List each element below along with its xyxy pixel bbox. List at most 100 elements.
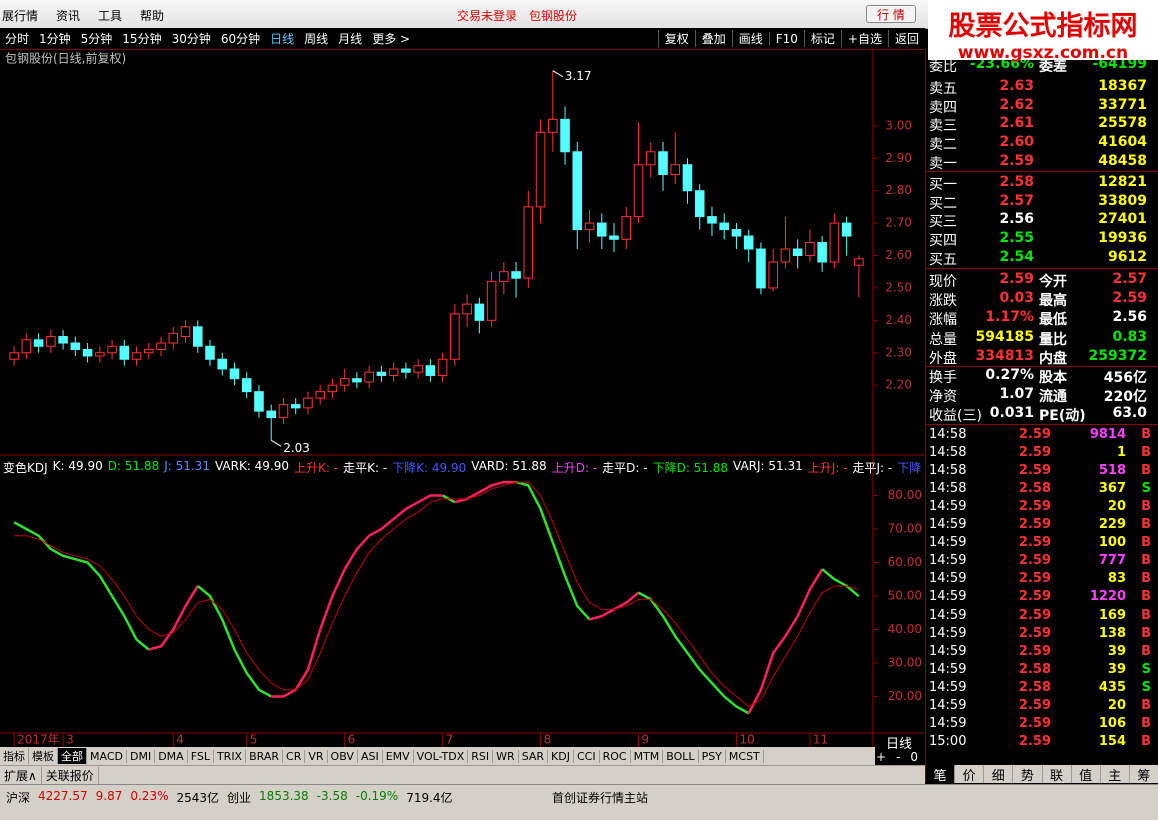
tool-button[interactable]: +自选 [840,30,888,47]
cell: S [1141,481,1151,497]
index-item: 9.87 [95,789,123,803]
indicator-tab[interactable]: KDJ [548,749,574,763]
indicator-tab[interactable]: VOL-TDX [414,749,469,763]
min-label: 2.03 [283,441,310,455]
separator [926,268,1158,269]
indicator-tab[interactable]: SAR [519,749,549,763]
zoom-control[interactable]: + [876,750,887,764]
cell: 2.62 [999,96,1034,113]
indicator-tab[interactable]: WR [493,749,519,763]
indicator-tab[interactable]: FSL [188,749,214,763]
cell: 14:59 [929,553,967,569]
period-bar: 分时 1分钟 5分钟 15分钟 30分钟 60分钟 日线 周线 月线 更多 > 复权 叠加 画线 F10 标… [0,28,925,50]
period-tab[interactable]: 1分钟 [39,32,71,46]
max-label: 3.17 [565,69,592,83]
candle-body [768,261,778,289]
legend-item: D: 51.88 [107,459,160,473]
candle-body [694,190,705,218]
indicator-tab[interactable]: 指标 [0,748,29,764]
period-tab[interactable]: 更多 > [372,32,411,46]
indicator-tab[interactable]: MACD [87,749,127,763]
menu-item[interactable]: 资讯 [56,9,81,23]
cell: 518 [1098,463,1126,479]
indicator-tab[interactable]: BRAR [246,749,284,763]
cell: 2.59 [1018,427,1051,442]
period-tab[interactable]: 60分钟 [220,32,261,46]
indicator-tab[interactable]: VR [305,749,328,763]
cell: 2.58 [999,174,1034,190]
cell: 2.54 [999,248,1034,265]
candle-body [303,397,313,409]
extend-tab[interactable]: 关联报价 [42,766,99,784]
cell: 最低 [1039,312,1067,329]
indicator-tab[interactable]: PSY [699,749,726,763]
menu-item[interactable]: 展行情 [2,9,39,23]
tool-button[interactable]: 标记 [803,30,841,47]
candle-body [241,378,252,393]
indicator-tab[interactable]: TRIX [214,749,247,763]
indicator-tab[interactable]: RSI [468,749,494,763]
cell: 买三 [929,214,957,231]
period-tab[interactable]: 月线 [338,32,363,46]
detail-tab[interactable]: 细 [984,765,1014,784]
period-tab[interactable]: 周线 [304,32,329,46]
quote-button[interactable]: 行 情 [866,5,916,23]
cell: B [1141,445,1151,461]
cell: 卖四 [929,99,957,116]
period-tab[interactable]: 日线 [270,32,295,46]
detail-tab[interactable]: 主 [1101,765,1130,784]
indicator-tab[interactable]: 模板 [29,748,58,764]
cell: 买五 [929,251,957,268]
indicator-tab[interactable]: OBV [328,749,358,763]
indicator-tab[interactable]: ASI [358,749,383,763]
indicator-tab[interactable]: EMV [383,749,414,763]
tool-button[interactable]: 复权 [657,30,695,47]
watermark-url: www.gsxz.com.cn [957,43,1129,63]
extend-tab[interactable]: 扩展∧ [0,766,42,784]
legend-item: 下降K: 49.90 [392,461,467,475]
index-item: 4227.57 [38,789,88,803]
candle-body [645,151,656,166]
tool-button[interactable]: 画线 [731,30,769,47]
menu-item[interactable]: 工具 [98,9,123,23]
cell: 777 [1098,553,1126,569]
cell: 14:58 [929,463,967,479]
detail-tab[interactable]: 笔 [926,765,956,784]
indicator-tab[interactable]: ROC [600,749,631,763]
cell: 流通 [1039,389,1067,406]
tool-button[interactable]: 叠加 [694,30,732,47]
indicator-tab[interactable]: CR [283,749,306,763]
candle-body [315,391,325,399]
indicator-tab[interactable]: DMA [155,749,188,763]
detail-tab[interactable]: 联 [1043,765,1072,784]
indicator-tab[interactable]: MTM [631,749,664,763]
cell: B [1141,643,1151,659]
detail-tab[interactable]: 势 [1013,765,1043,784]
tool-button[interactable]: 返回 [887,30,925,47]
period-tab[interactable]: 30分钟 [171,32,211,46]
detail-tab[interactable]: 值 [1072,765,1101,784]
period-tab[interactable]: 15分钟 [122,32,162,46]
detail-tab[interactable]: 筹 [1130,765,1158,784]
candle-body [229,368,240,380]
separator [926,366,1158,367]
detail-tab[interactable]: 价 [955,765,985,784]
period-tab[interactable]: 分时 [5,32,30,46]
server-name: 首创证券行情主站 [552,791,649,805]
candle-body [633,164,644,218]
candle-body [205,345,215,360]
zoom-control[interactable]: - [896,750,901,764]
tool-button[interactable]: F10 [768,31,804,46]
y-tick-label: 30.00 [888,656,922,670]
indicator-tab[interactable]: BOLL [663,749,699,763]
indicator-tab[interactable]: MCST [726,749,764,763]
cell: 2.60 [999,134,1034,151]
indicator-tab[interactable]: 全部 [58,748,87,764]
x-tick-label: 3 [66,733,74,747]
menu-item[interactable]: 帮助 [140,9,165,23]
indicator-tab[interactable]: DMI [127,749,156,763]
candle-body [805,242,815,257]
zoom-control[interactable]: 0 [910,750,919,764]
period-tab[interactable]: 5分钟 [80,32,113,46]
indicator-tab[interactable]: CCI [574,749,600,763]
